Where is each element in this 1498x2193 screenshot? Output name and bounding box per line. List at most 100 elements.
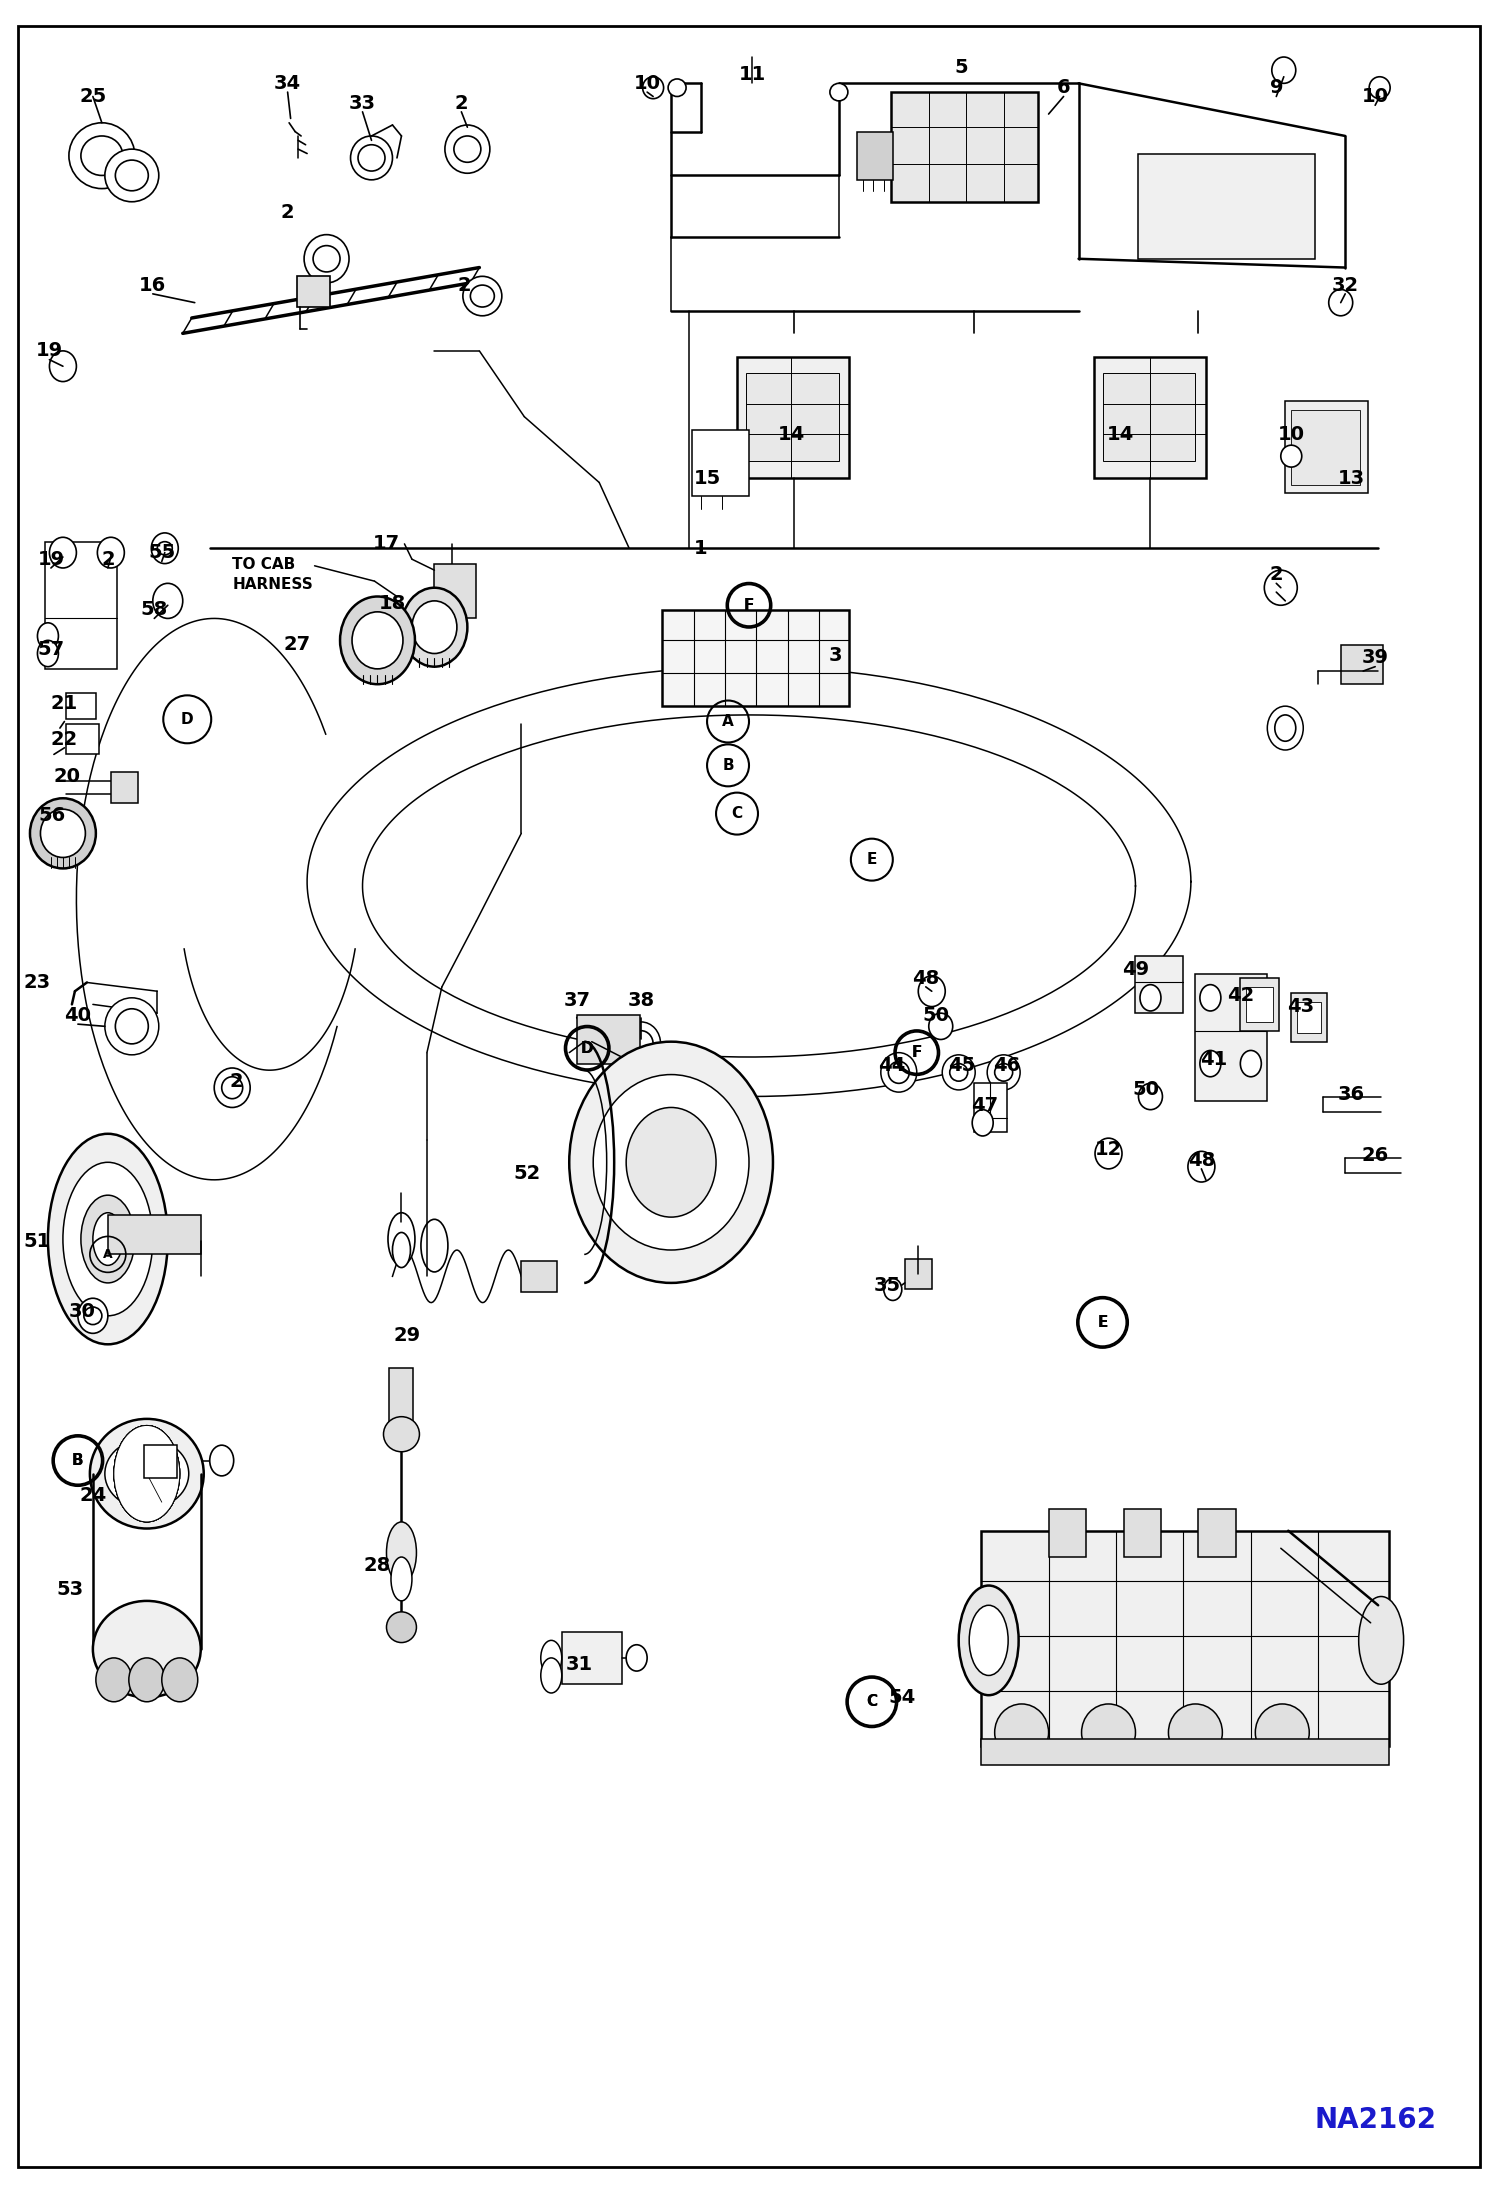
Ellipse shape: [412, 601, 457, 654]
Bar: [111, 772, 138, 803]
Text: 29: 29: [394, 1327, 421, 1344]
Ellipse shape: [1272, 57, 1296, 83]
Ellipse shape: [84, 1307, 102, 1325]
Text: 22: 22: [51, 730, 78, 748]
Text: F: F: [745, 599, 753, 612]
Ellipse shape: [78, 1298, 108, 1333]
Ellipse shape: [352, 612, 403, 669]
Ellipse shape: [105, 998, 159, 1055]
Text: 47: 47: [971, 1096, 998, 1114]
Ellipse shape: [541, 1658, 562, 1693]
Ellipse shape: [929, 1013, 953, 1039]
Bar: [1135, 956, 1183, 1013]
Ellipse shape: [96, 1658, 132, 1702]
Text: 58: 58: [141, 601, 168, 618]
Bar: [1049, 1509, 1086, 1557]
Text: 53: 53: [57, 1581, 84, 1599]
Text: E: E: [1098, 1316, 1107, 1329]
Text: 50: 50: [1132, 1081, 1159, 1099]
Text: D: D: [181, 713, 193, 726]
Text: 55: 55: [148, 544, 175, 561]
Ellipse shape: [972, 1110, 993, 1136]
Bar: [1195, 974, 1267, 1101]
Bar: [1341, 645, 1383, 684]
Ellipse shape: [304, 235, 349, 283]
Text: 2: 2: [100, 550, 115, 568]
Ellipse shape: [90, 1419, 204, 1529]
Bar: [891, 92, 1038, 202]
Text: 2: 2: [229, 1072, 244, 1090]
Ellipse shape: [63, 1162, 153, 1316]
Ellipse shape: [959, 1586, 1019, 1695]
Ellipse shape: [49, 537, 76, 568]
Bar: [692, 430, 749, 496]
Ellipse shape: [884, 1279, 902, 1300]
Text: 45: 45: [948, 1057, 975, 1075]
Text: 26: 26: [1362, 1147, 1389, 1164]
Text: 17: 17: [373, 535, 400, 553]
Text: D: D: [581, 1042, 593, 1055]
Text: A: A: [103, 1248, 112, 1261]
Bar: [108, 1215, 201, 1254]
Bar: [66, 724, 99, 754]
Text: 41: 41: [1200, 1050, 1227, 1068]
Ellipse shape: [222, 1077, 243, 1099]
Text: 6: 6: [1056, 79, 1071, 96]
Text: NA2162: NA2162: [1314, 2105, 1437, 2134]
Bar: [662, 610, 849, 706]
Ellipse shape: [151, 533, 178, 564]
Ellipse shape: [888, 1061, 909, 1083]
Ellipse shape: [114, 1425, 180, 1522]
Ellipse shape: [93, 1213, 123, 1265]
Ellipse shape: [629, 1031, 653, 1057]
Ellipse shape: [830, 83, 848, 101]
Ellipse shape: [1082, 1704, 1135, 1761]
Ellipse shape: [129, 1658, 165, 1702]
Bar: [746, 373, 839, 461]
Text: 23: 23: [24, 974, 51, 991]
Text: 21: 21: [51, 695, 78, 713]
Ellipse shape: [1200, 985, 1221, 1011]
Ellipse shape: [153, 583, 183, 618]
Text: D: D: [581, 1042, 593, 1055]
Text: 28: 28: [364, 1557, 391, 1575]
Text: B: B: [72, 1454, 84, 1467]
Bar: [905, 1259, 932, 1289]
Text: 48: 48: [1188, 1151, 1215, 1169]
Ellipse shape: [1275, 715, 1296, 741]
Text: 34: 34: [274, 75, 301, 92]
Text: 25: 25: [79, 88, 106, 105]
Bar: [1291, 993, 1327, 1042]
Ellipse shape: [114, 1425, 180, 1522]
Ellipse shape: [401, 588, 467, 667]
Text: 16: 16: [139, 276, 166, 294]
Bar: [737, 357, 849, 478]
Ellipse shape: [1267, 706, 1303, 750]
Ellipse shape: [69, 123, 135, 189]
Text: F: F: [912, 1046, 921, 1059]
Text: 10: 10: [634, 75, 661, 92]
Ellipse shape: [445, 125, 490, 173]
Bar: [1103, 373, 1195, 461]
Ellipse shape: [114, 1425, 180, 1522]
Ellipse shape: [1168, 1704, 1222, 1761]
Ellipse shape: [969, 1605, 1008, 1675]
Text: 10: 10: [1362, 88, 1389, 105]
Text: 56: 56: [39, 807, 66, 825]
Text: 33: 33: [349, 94, 376, 112]
Text: 14: 14: [1107, 425, 1134, 443]
Ellipse shape: [115, 160, 148, 191]
Bar: [389, 1368, 413, 1430]
Text: 20: 20: [54, 768, 81, 785]
Ellipse shape: [950, 1064, 968, 1081]
Ellipse shape: [157, 542, 172, 555]
Text: 42: 42: [1227, 987, 1254, 1004]
Ellipse shape: [881, 1053, 917, 1092]
Text: 44: 44: [878, 1057, 905, 1075]
Text: C: C: [866, 1695, 878, 1708]
Text: 12: 12: [1095, 1140, 1122, 1158]
Ellipse shape: [340, 596, 415, 684]
Ellipse shape: [214, 1068, 250, 1107]
Ellipse shape: [995, 1064, 1013, 1081]
Ellipse shape: [97, 537, 124, 568]
